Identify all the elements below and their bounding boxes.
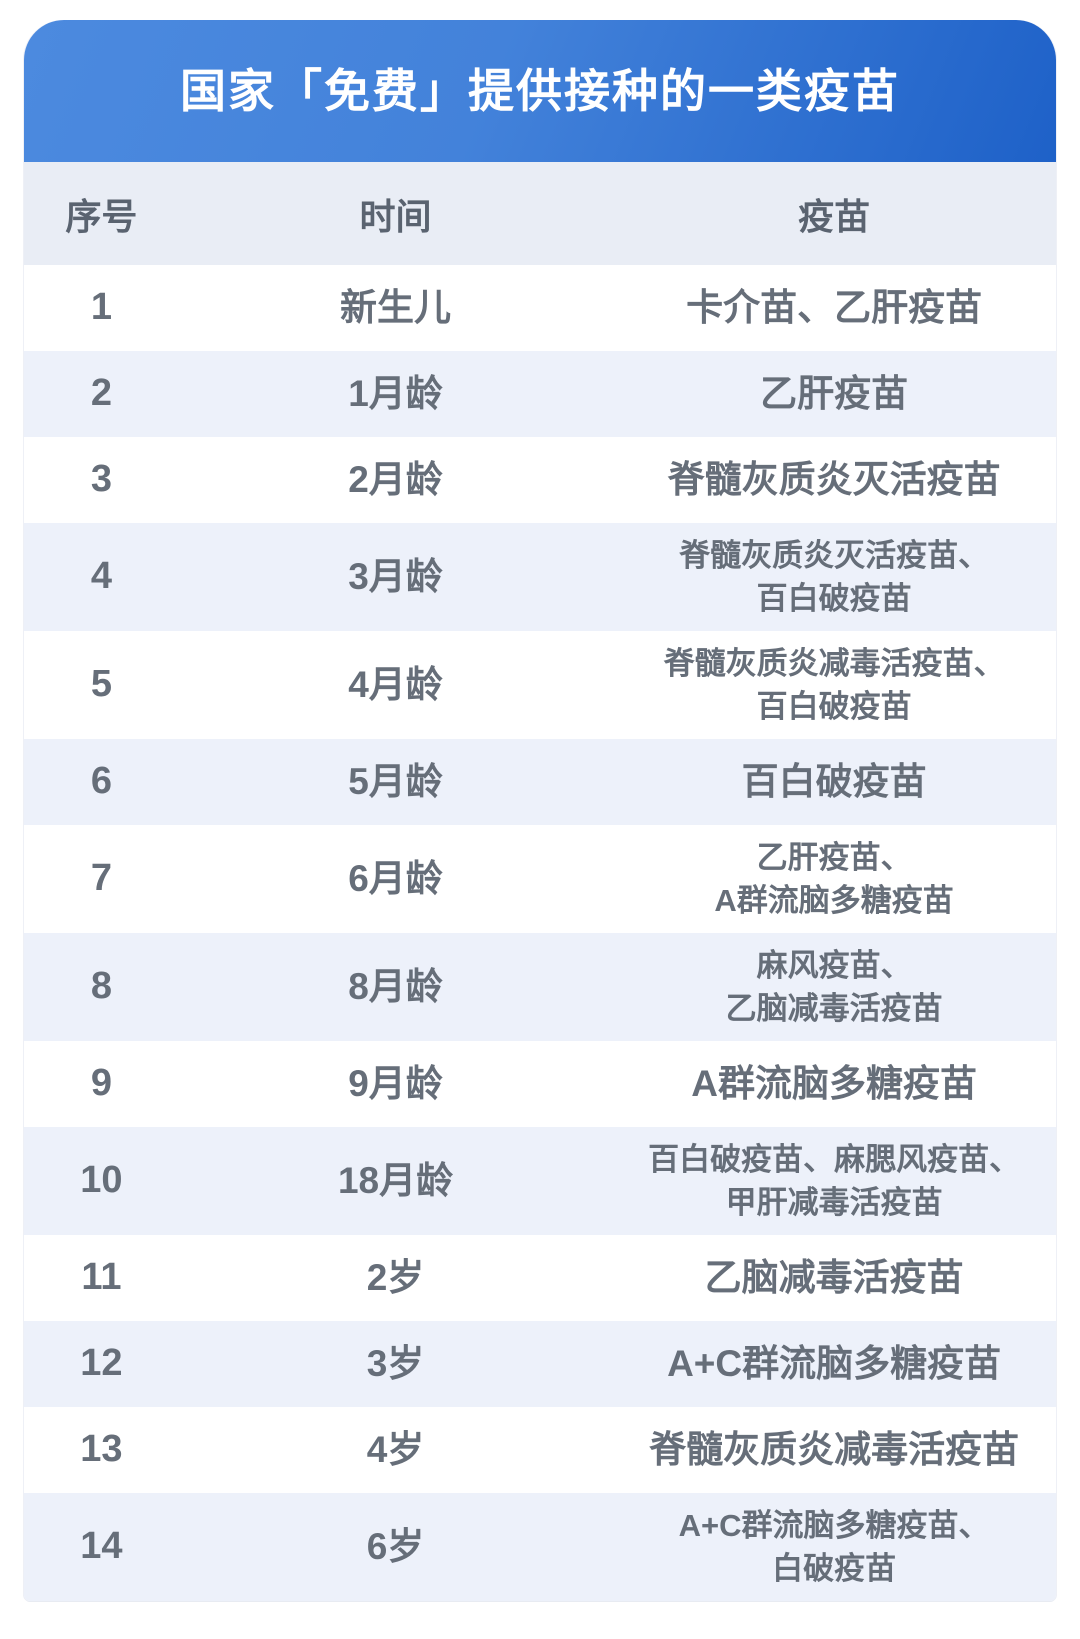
row-vaccine-cell: 脊髓灰质炎减毒活疫苗、 百白破疫苗 <box>612 642 1056 729</box>
row-number-cell: 2 <box>90 372 112 415</box>
vaccine-name-line: 脊髓灰质炎减毒活疫苗 <box>649 1428 1020 1470</box>
vaccine-name-line: 乙肝疫苗、 <box>756 839 912 875</box>
row-number-cell: 6 <box>90 760 112 803</box>
row-time-cell: 6岁 <box>366 1525 425 1567</box>
vaccine-name-line: A群流脑多糖疫苗 <box>691 1062 977 1104</box>
row-number-cell: 10 <box>80 1159 123 1202</box>
table-row: 3 2月龄 脊髓灰质炎灭活疫苗 <box>24 437 1056 523</box>
table-title-banner: 国家「免费」提供接种的一类疫苗 <box>24 20 1056 162</box>
table-row: 7 6月龄 乙肝疫苗、 A群流脑多糖疫苗 <box>24 825 1056 933</box>
vaccine-name-line: 乙脑减毒活疫苗 <box>725 991 943 1026</box>
row-vaccine-cell: 麻风疫苗、乙脑减毒活疫苗 <box>612 944 1056 1031</box>
vaccine-name-line: 白破疫苗 <box>772 1551 897 1586</box>
column-header-vaccine: 疫苗 <box>798 195 871 237</box>
row-time-cell: 1月龄 <box>348 372 443 414</box>
table-row: 6 5月龄 百白破疫苗 <box>24 739 1056 825</box>
vaccine-name-line: 百白破疫苗 <box>756 581 912 616</box>
row-time-cell: 4月龄 <box>348 663 443 705</box>
vaccine-name-line: 卡介苗、乙肝疫苗 <box>686 286 983 328</box>
page-title: 国家「免费」提供接种的一类疫苗 <box>180 65 900 117</box>
row-vaccine-cell: 脊髓灰质炎灭活疫苗 <box>612 456 1056 504</box>
table-row: 13 4岁 脊髓灰质炎减毒活疫苗 <box>24 1407 1056 1493</box>
row-number-cell: 9 <box>90 1062 112 1105</box>
row-time-cell: 3岁 <box>366 1342 425 1384</box>
row-time-cell: 4岁 <box>366 1428 425 1470</box>
table-row: 5 4月龄 脊髓灰质炎减毒活疫苗、 百白破疫苗 <box>24 631 1056 739</box>
row-time-cell: 8月龄 <box>348 965 443 1007</box>
row-time-cell: 5月龄 <box>348 760 443 802</box>
row-vaccine-cell: A+C群流脑多糖疫苗、 白破疫苗 <box>612 1504 1056 1591</box>
row-time-cell: 18月龄 <box>337 1159 454 1201</box>
table-row: 12 3岁 A+C群流脑多糖疫苗 <box>24 1321 1056 1407</box>
vaccine-name-line: 乙肝疫苗 <box>760 372 909 414</box>
vaccine-name-line: 麻风疫苗、 <box>756 947 912 983</box>
vaccine-name-line: A+C群流脑多糖疫苗、 <box>678 1507 990 1543</box>
column-header-no: 序号 <box>65 195 138 237</box>
column-header-time: 时间 <box>359 195 432 237</box>
vaccine-name-line: 百白破疫苗、麻腮风疫苗、 <box>648 1141 1021 1177</box>
table-row: 8 8月龄 麻风疫苗、乙脑减毒活疫苗 <box>24 933 1056 1041</box>
table-header-row: 序号 时间 疫苗 <box>24 162 1056 265</box>
table-row: 1 新生儿 卡介苗、乙肝疫苗 <box>24 265 1056 351</box>
vaccine-name-line: 脊髓灰质炎灭活疫苗 <box>667 458 1001 500</box>
vaccine-table-body: 1 新生儿 卡介苗、乙肝疫苗 2 1月龄 乙肝疫苗 3 2月龄 脊髓灰质炎灭活疫苗 4 3月龄 脊髓灰… <box>24 265 1056 1601</box>
row-number-cell: 11 <box>81 1256 122 1299</box>
vaccine-table-card: 国家「免费」提供接种的一类疫苗 序号 时间 疫苗 1 新生儿 卡介苗、乙肝疫苗 2 1月… <box>24 20 1056 1601</box>
row-number-cell: 5 <box>90 663 112 706</box>
row-time-cell: 2月龄 <box>348 458 443 500</box>
row-number-cell: 14 <box>80 1525 123 1568</box>
row-vaccine-cell: 乙脑减毒活疫苗 <box>612 1254 1056 1302</box>
table-row: 14 6岁 A+C群流脑多糖疫苗、 白破疫苗 <box>24 1493 1056 1601</box>
row-time-cell: 2岁 <box>366 1256 425 1298</box>
vaccine-name-line: A+C群流脑多糖疫苗 <box>667 1342 1002 1384</box>
row-vaccine-cell: 百白破疫苗、麻腮风疫苗、 甲肝减毒活疫苗 <box>612 1138 1056 1225</box>
table-row: 4 3月龄 脊髓灰质炎灭活疫苗、 百白破疫苗 <box>24 523 1056 631</box>
row-vaccine-cell: 乙肝疫苗 <box>612 370 1056 418</box>
table-row: 10 18月龄 百白破疫苗、麻腮风疫苗、 甲肝减毒活疫苗 <box>24 1127 1056 1235</box>
vaccine-name-line: A群流脑多糖疫苗 <box>714 883 954 918</box>
row-vaccine-cell: 乙肝疫苗、 A群流脑多糖疫苗 <box>612 836 1056 923</box>
row-time-cell: 新生儿 <box>340 286 452 328</box>
row-time-cell: 9月龄 <box>348 1062 443 1104</box>
row-number-cell: 3 <box>90 458 112 501</box>
row-time-cell: 3月龄 <box>348 555 443 597</box>
table-row: 9 9月龄 A群流脑多糖疫苗 <box>24 1041 1056 1127</box>
table-row: 2 1月龄 乙肝疫苗 <box>24 351 1056 437</box>
row-vaccine-cell: 脊髓灰质炎灭活疫苗、 百白破疫苗 <box>612 534 1056 621</box>
row-number-cell: 1 <box>90 286 112 329</box>
vaccine-name-line: 甲肝减毒活疫苗 <box>725 1185 943 1220</box>
row-vaccine-cell: 百白破疫苗 <box>612 758 1056 806</box>
row-number-cell: 13 <box>80 1428 123 1471</box>
row-number-cell: 8 <box>90 965 112 1008</box>
row-vaccine-cell: 卡介苗、乙肝疫苗 <box>612 284 1056 332</box>
vaccine-name-line: 百白破疫苗 <box>756 689 912 724</box>
row-number-cell: 7 <box>90 857 112 900</box>
vaccine-name-line: 脊髓灰质炎减毒活疫苗、 <box>663 645 1005 681</box>
vaccine-name-line: 百白破疫苗 <box>741 760 927 802</box>
table-row: 11 2岁 乙脑减毒活疫苗 <box>24 1235 1056 1321</box>
row-time-cell: 6月龄 <box>348 857 443 899</box>
row-vaccine-cell: 脊髓灰质炎减毒活疫苗 <box>612 1426 1056 1474</box>
row-number-cell: 12 <box>80 1342 123 1385</box>
row-number-cell: 4 <box>90 555 112 598</box>
vaccine-name-line: 脊髓灰质炎灭活疫苗、 <box>679 537 990 573</box>
row-vaccine-cell: A群流脑多糖疫苗 <box>612 1060 1056 1108</box>
row-vaccine-cell: A+C群流脑多糖疫苗 <box>612 1340 1056 1388</box>
vaccine-name-line: 乙脑减毒活疫苗 <box>704 1256 964 1298</box>
